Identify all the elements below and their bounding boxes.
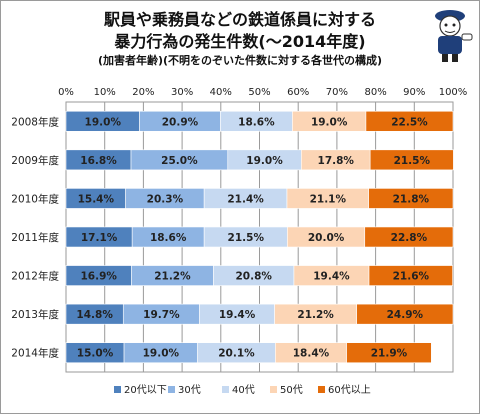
data-label: 21.1%	[310, 193, 347, 205]
data-label: 21.8%	[393, 193, 430, 205]
bar-segment	[368, 265, 453, 286]
bar-segment	[356, 303, 454, 325]
x-tick-label: 50%	[248, 87, 270, 98]
chart-title-line-2: 暴力行為の発生件数(〜2014年度)	[114, 32, 366, 51]
data-label: 21.2%	[154, 271, 191, 283]
bar-segment	[365, 110, 454, 132]
legend: 20代以下 30代 40代 50代 60代以上	[114, 384, 371, 396]
data-label: 19.0%	[143, 348, 180, 360]
data-label: 20.3%	[147, 193, 184, 205]
legend-swatch	[318, 386, 325, 393]
data-label: 14.8%	[76, 309, 113, 321]
legend-label: 60代以上	[328, 384, 371, 396]
legend-swatch	[270, 386, 277, 393]
data-label: 20.8%	[235, 271, 272, 283]
category-label: 2014年度	[11, 347, 59, 360]
data-label: 25.0%	[161, 155, 198, 167]
legend-label: 20代以下	[124, 384, 167, 396]
category-label: 2011年度	[11, 231, 59, 244]
data-label: 19.4%	[313, 271, 350, 283]
x-tick-label: 80%	[364, 87, 386, 98]
data-label: 18.4%	[293, 348, 330, 360]
bar-segment	[369, 149, 454, 171]
data-label: 17.1%	[81, 232, 118, 244]
chart-subtitle: (加害者年齢)(不明をのぞいた件数に対する各世代の構成)	[97, 54, 383, 67]
data-label: 22.8%	[391, 232, 428, 244]
data-label: 20.9%	[162, 116, 199, 128]
data-label: 15.0%	[77, 348, 114, 360]
category-labels: 2008年度 2009年度 2010年度 2011年度 2012年度 2013年度 2014…	[11, 115, 59, 359]
x-tick-label: 40%	[210, 87, 232, 98]
category-label: 2010年度	[11, 192, 59, 205]
category-label: 2013年度	[11, 308, 59, 321]
data-label: 21.6%	[393, 271, 430, 283]
x-tick-label: 20%	[132, 87, 154, 98]
legend-label: 50代	[280, 384, 303, 396]
data-label: 19.0%	[311, 116, 348, 128]
data-label: 18.6%	[150, 232, 187, 244]
x-tick-label: 0%	[58, 87, 74, 98]
bar-segment	[364, 226, 454, 248]
data-label: 21.4%	[227, 193, 264, 205]
data-label: 21.2%	[297, 309, 334, 321]
data-label: 21.5%	[228, 232, 265, 244]
x-tick-label: 90%	[403, 87, 425, 98]
legend-swatch	[222, 386, 229, 393]
data-label: 19.4%	[219, 309, 256, 321]
bar-series: 19.0% 20.9% 18.6% 19.0% 22.5% 16.8% 25.0% 19.0%…	[65, 110, 454, 364]
data-label: 22.5%	[391, 116, 428, 128]
data-label: 19.0%	[85, 116, 122, 128]
data-label: 21.5%	[394, 155, 431, 167]
x-tick-label: 60%	[287, 87, 309, 98]
data-label: 21.9%	[371, 348, 408, 360]
data-label: 17.8%	[318, 155, 355, 167]
x-axis-tick-labels: 0% 10% 20% 30% 40% 50% 60% 70% 80% 90% 100%	[58, 87, 467, 98]
legend-swatch	[168, 386, 175, 393]
legend-label: 30代	[178, 384, 201, 396]
x-tick-label: 70%	[326, 87, 348, 98]
data-label: 20.1%	[218, 348, 255, 360]
data-label: 18.6%	[238, 116, 275, 128]
bar-segment	[368, 188, 454, 209]
data-label: 20.0%	[308, 232, 345, 244]
data-label: 19.0%	[246, 155, 283, 167]
chart-title-line-1: 駅員や乗務員などの鉄道係員に対する	[103, 10, 376, 29]
x-tick-label: 10%	[94, 87, 116, 98]
bar-segment	[346, 342, 432, 364]
category-label: 2008年度	[11, 115, 59, 128]
data-label: 16.8%	[80, 155, 117, 167]
x-tick-label: 100%	[439, 87, 468, 98]
data-label: 15.4%	[78, 193, 115, 205]
mascot-logo-icon	[435, 10, 473, 62]
legend-swatch	[114, 386, 121, 393]
category-label: 2012年度	[11, 270, 59, 283]
x-tick-label: 30%	[171, 87, 193, 98]
category-label: 2009年度	[11, 154, 59, 167]
data-label: 24.9%	[387, 309, 424, 321]
data-label: 16.9%	[80, 271, 117, 283]
legend-label: 40代	[232, 384, 255, 396]
data-label: 19.7%	[143, 309, 180, 321]
